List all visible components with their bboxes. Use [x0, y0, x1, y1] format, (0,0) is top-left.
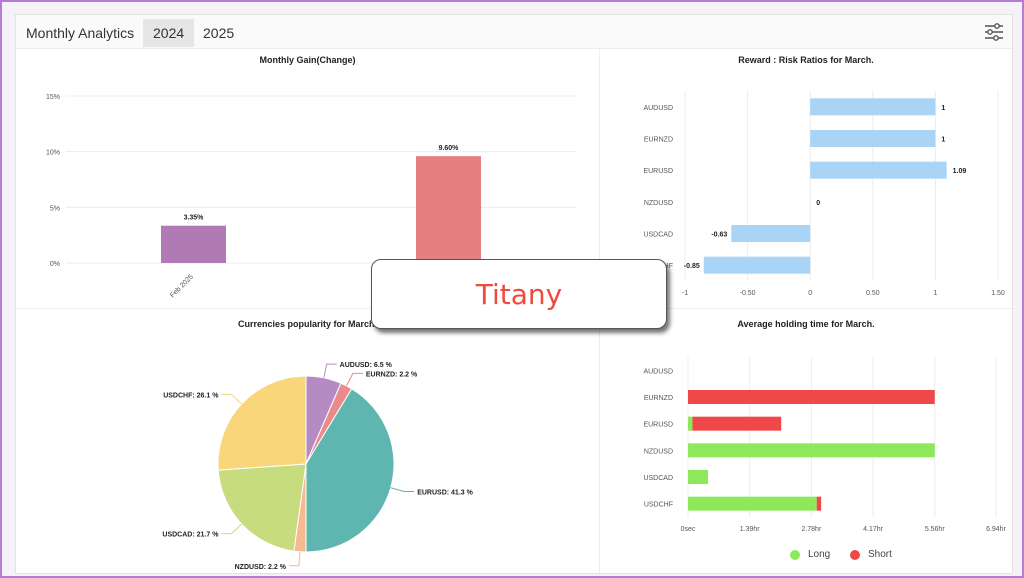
- bar-data-label: 0: [816, 200, 820, 207]
- holding-time-title: Average holding time for March.: [737, 319, 875, 329]
- x-tick-label: 6.94hr: [986, 526, 1007, 533]
- pie-data-label: AUDUSD: 6.5 %: [340, 362, 393, 369]
- reward-risk-chart: Reward : Risk Ratios for March. -1 -0.50 0…: [600, 49, 1012, 308]
- legend-short-label: Short: [868, 549, 892, 560]
- x-tick-label: 4.17hr: [863, 526, 884, 533]
- x-tick-label: 0.50: [866, 290, 880, 297]
- reward-risk-svg: -1 -0.50 0 0.50 1 1.50 AUDUSD 1 EURNZD 1 EURUSD 1.0…: [643, 91, 1005, 297]
- pie-data-label: EURUSD: 41.3 %: [417, 490, 473, 497]
- bar: [703, 256, 811, 274]
- pie-data-label: EURNZD: 2.2 %: [366, 371, 418, 378]
- x-tick-label: 1.39hr: [740, 526, 761, 533]
- pie-slice: [217, 463, 307, 552]
- bar-segment: [688, 470, 708, 484]
- bar: [416, 156, 481, 263]
- y-tick-label: 15%: [46, 94, 60, 101]
- x-tick-label: 0: [808, 290, 812, 297]
- bar-segment: [688, 390, 935, 404]
- bar-data-label: 3.35%: [184, 215, 205, 222]
- pie-data-label: USDCHF: 26.1 %: [163, 392, 219, 399]
- legend-long[interactable]: Long: [790, 549, 830, 560]
- holding-time-svg: 0sec 1.39hr 2.78hr 4.17hr 5.56hr 6.94hr AUDUSD…: [643, 357, 1007, 533]
- monthly-gain-title: Monthly Gain(Change): [259, 55, 356, 65]
- bar-segment: [692, 416, 782, 431]
- pie-leader-line: [221, 393, 243, 405]
- y-tick-label: NZDUSD: [644, 200, 673, 207]
- y-tick-label: USDCAD: [643, 475, 673, 482]
- currencies-popularity-title: Currencies popularity for March.: [237, 319, 378, 329]
- analytics-panel: Monthly Analytics 2024 2025 Monthly Gain…: [15, 14, 1013, 575]
- y-tick-label: EURNZD: [644, 395, 673, 402]
- y-tick-label: 10%: [46, 150, 60, 157]
- monthly-gain-svg: 0% 5% 10% 15% 3.35% Feb 2025 9.60%: [46, 94, 576, 299]
- bar-data-label: -0.63: [711, 232, 727, 239]
- y-tick-label: NZDUSD: [644, 448, 673, 455]
- x-tick-label: 0sec: [681, 526, 696, 533]
- watermark-box: Titany: [371, 259, 667, 329]
- tab-2024[interactable]: 2024: [143, 19, 195, 47]
- y-tick-label: EURUSD: [643, 168, 673, 175]
- currencies-popularity-svg: AUDUSD: 6.5 % EURNZD: 2.2 % EURUSD: 41.3 %…: [162, 362, 473, 571]
- bar-segment: [688, 443, 935, 458]
- x-tick-label: -1: [682, 290, 688, 297]
- bar-data-label: -0.85: [684, 263, 700, 270]
- y-tick-label: 0%: [50, 261, 60, 268]
- bar: [161, 225, 226, 263]
- reward-risk-title: Reward : Risk Ratios for March.: [738, 55, 874, 65]
- y-tick-label: AUDUSD: [643, 368, 673, 375]
- y-tick-label: USDCHF: [644, 502, 673, 509]
- y-tick-label: EURNZD: [644, 137, 673, 144]
- bar-segment: [688, 416, 693, 431]
- x-tick-label: 1.50: [991, 290, 1005, 297]
- header-bar: Monthly Analytics 2024 2025: [16, 15, 1012, 49]
- bar-data-label: 9.60%: [439, 145, 460, 152]
- holding-time-chart: Average holding time for March. 0sec 1.39…: [600, 309, 1012, 575]
- bar-data-label: 1: [941, 137, 945, 144]
- watermark-text: Titany: [475, 277, 563, 311]
- bar: [810, 130, 936, 147]
- currencies-popularity-chart: Currencies popularity for March. AUDUSD:…: [16, 309, 599, 575]
- bar-data-label: 1: [941, 105, 945, 112]
- x-tick-label: 2.78hr: [801, 526, 822, 533]
- pie-data-label: USDCAD: 21.7 %: [162, 532, 219, 539]
- y-tick-label: AUDUSD: [643, 105, 673, 112]
- bar-segment: [688, 496, 817, 511]
- pie-leader-line: [288, 551, 301, 567]
- page-title: Monthly Analytics: [26, 25, 135, 41]
- x-tick-label: -0.50: [740, 290, 756, 297]
- x-tick-label: 1: [933, 290, 937, 297]
- pie-leader-line: [221, 523, 243, 535]
- x-tick-label: Feb 2025: [169, 273, 195, 299]
- y-tick-label: USDCAD: [643, 232, 673, 239]
- pie-leader-line: [345, 372, 363, 387]
- bar-data-label: 1.09: [953, 168, 967, 175]
- legend-long-swatch: [790, 549, 800, 560]
- pie-leader-line: [323, 363, 337, 378]
- y-tick-label: 5%: [50, 205, 60, 212]
- y-tick-label: EURUSD: [643, 422, 673, 429]
- pie-slice: [217, 375, 307, 471]
- pie-leader-line: [390, 487, 415, 493]
- bar: [731, 225, 811, 242]
- legend-long-label: Long: [808, 549, 831, 560]
- bar: [810, 98, 936, 116]
- bar-segment: [816, 496, 822, 511]
- pie-data-label: NZDUSD: 2.2 %: [235, 564, 287, 571]
- monthly-gain-chart: Monthly Gain(Change) 0% 5% 10% 15% 3.35% Feb …: [16, 49, 599, 308]
- sliders-icon[interactable]: [982, 20, 1006, 44]
- bar: [810, 161, 947, 179]
- tab-2025[interactable]: 2025: [203, 25, 235, 41]
- legend-short[interactable]: Short: [850, 549, 892, 560]
- x-tick-label: 5.56hr: [925, 526, 946, 533]
- legend-short-swatch: [850, 549, 860, 560]
